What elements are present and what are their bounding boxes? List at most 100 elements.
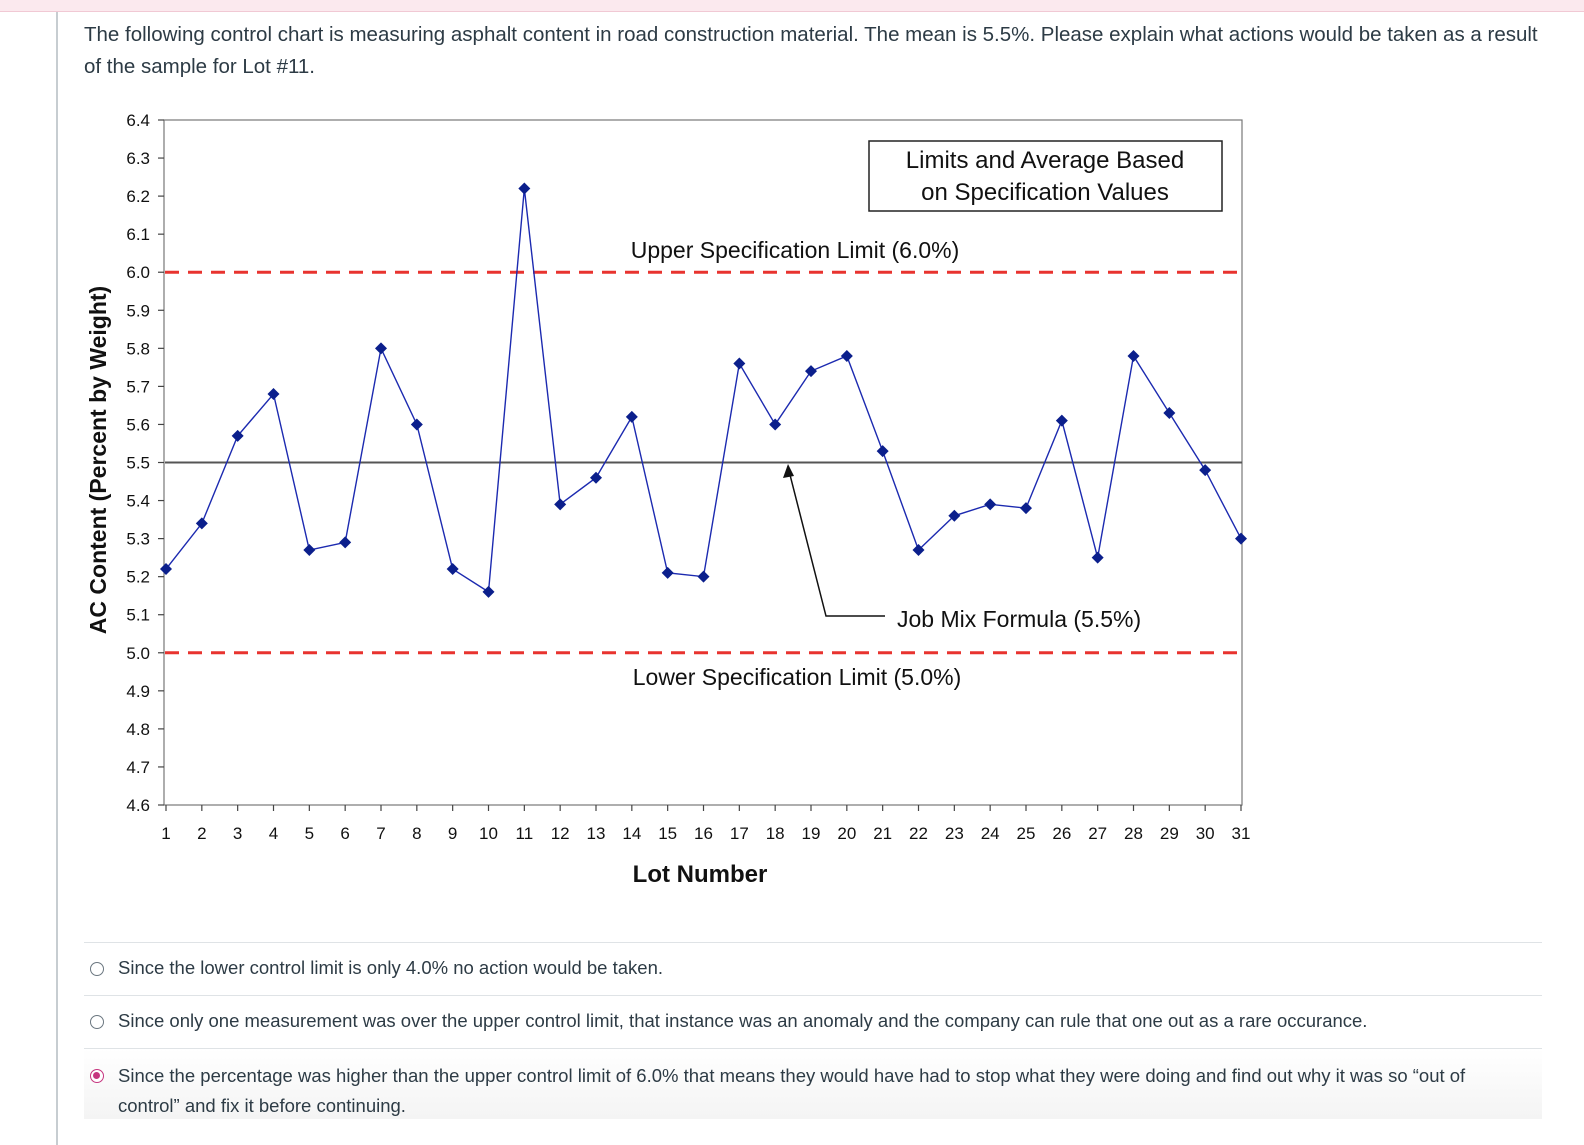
- y-tick-label: 4.8: [126, 720, 150, 739]
- y-tick-label: 5.1: [126, 606, 150, 625]
- x-tick-label: 1: [161, 824, 170, 843]
- data-point-lot-30: [1199, 464, 1212, 477]
- control-chart: 4.6 4.7 4.8 4.9 5.0 5.1 5.2 5.3 5.4 5.5 5.6 5.7 5.8 5…: [85, 111, 1250, 888]
- y-tick-label: 5.8: [126, 339, 150, 358]
- mean-callout-line: [787, 466, 885, 617]
- legend-line-1: Limits and Average Based: [906, 147, 1184, 174]
- x-tick-label: 10: [479, 824, 498, 843]
- y-tick-label: 5.9: [126, 301, 150, 320]
- data-point-lot-22: [912, 544, 925, 557]
- x-tick-label: 31: [1232, 824, 1251, 843]
- data-point-lot-10: [482, 585, 495, 598]
- mean-label: Job Mix Formula (5.5%): [897, 606, 1141, 632]
- x-tick-label: 2: [197, 824, 206, 843]
- data-point-lot-18: [769, 418, 782, 431]
- usl-label: Upper Specification Limit (6.0%): [631, 237, 960, 263]
- answer-option-3[interactable]: Since the percentage was higher than the…: [84, 1048, 1542, 1119]
- data-point-lot-26: [1055, 414, 1068, 427]
- x-axis-ticks: 1 2 3 4 5 6 7 8 9 10 11 12 13 14 15 16 17 18 19 20 21 22 23 24 2…: [161, 805, 1250, 843]
- y-axis-title: AC Content (Percent by Weight): [85, 286, 111, 634]
- x-axis-title: Lot Number: [633, 861, 768, 888]
- y-tick-label: 5.4: [126, 492, 150, 511]
- x-tick-label: 5: [305, 824, 314, 843]
- radio-button[interactable]: [90, 962, 104, 976]
- answer-option-1[interactable]: Since the lower control limit is only 4.…: [84, 942, 1542, 995]
- y-tick-label: 4.6: [126, 796, 150, 815]
- x-tick-label: 27: [1088, 824, 1107, 843]
- data-point-lot-16: [697, 570, 710, 583]
- x-tick-label: 25: [1017, 824, 1036, 843]
- y-tick-label: 5.7: [126, 377, 150, 396]
- y-tick-label: 6.2: [126, 187, 150, 206]
- y-tick-label: 6.1: [126, 225, 150, 244]
- question-text: The following control chart is measuring…: [84, 23, 1538, 78]
- answer-text: Since the percentage was higher than the…: [118, 1065, 1466, 1116]
- data-point-lot-25: [1020, 502, 1032, 515]
- data-point-lot-27: [1091, 551, 1104, 564]
- x-tick-label: 14: [622, 824, 641, 843]
- legend-box: [868, 140, 1223, 212]
- x-tick-label: 16: [694, 824, 713, 843]
- y-axis-ticks: 4.6 4.7 4.8 4.9 5.0 5.1 5.2 5.3 5.4 5.5 5.6 5.7 5.8 5…: [126, 111, 164, 815]
- data-point-lot-31: [1235, 532, 1247, 545]
- data-point-lot-4: [267, 388, 280, 400]
- x-tick-label: 19: [802, 824, 821, 843]
- x-tick-label: 20: [837, 824, 856, 843]
- x-tick-label: 15: [658, 824, 677, 843]
- x-tick-label: 28: [1124, 824, 1143, 843]
- y-tick-label: 6.4: [126, 111, 150, 130]
- x-tick-label: 11: [516, 824, 534, 843]
- y-tick-label: 6.0: [126, 263, 150, 282]
- data-point-lot-2: [195, 517, 208, 530]
- answer-list: Since the lower control limit is only 4.…: [84, 942, 1542, 1119]
- y-tick-label: 5.5: [126, 454, 150, 473]
- data-point-lot-24: [984, 498, 997, 511]
- answer-option-2[interactable]: Since only one measurement was over the …: [84, 995, 1542, 1048]
- answer-text: Since the lower control limit is only 4.…: [118, 957, 664, 978]
- x-tick-label: 12: [551, 824, 570, 843]
- data-point-lot-21: [876, 445, 889, 458]
- y-tick-label: 4.9: [126, 682, 150, 701]
- x-tick-label: 9: [448, 824, 457, 843]
- x-tick-label: 6: [340, 824, 349, 843]
- data-point-lot-6: [339, 536, 352, 549]
- radio-button[interactable]: [90, 1069, 104, 1083]
- data-point-lot-28: [1127, 349, 1140, 362]
- x-tick-label: 17: [730, 824, 749, 843]
- data-point-lot-5: [303, 544, 316, 557]
- data-point-lot-19: [805, 365, 817, 378]
- data-point-lot-3: [231, 429, 244, 442]
- data-point-lot-15: [661, 566, 674, 579]
- x-tick-label: 30: [1196, 824, 1215, 843]
- x-tick-label: 8: [412, 824, 421, 843]
- data-point-lot-20: [840, 349, 853, 362]
- mean-callout-arrowhead: [783, 464, 794, 478]
- data-point-lot-23: [948, 509, 961, 522]
- x-tick-label: 23: [945, 824, 964, 843]
- x-tick-label: 3: [233, 824, 242, 843]
- data-point-lot-11: [518, 182, 531, 195]
- left-border: [56, 12, 58, 1145]
- data-point-lot-17: [733, 357, 746, 370]
- y-tick-label: 5.6: [126, 415, 150, 434]
- series-points: [160, 182, 1247, 598]
- x-tick-label: 21: [873, 824, 892, 843]
- y-tick-label: 4.7: [126, 758, 150, 777]
- x-tick-label: 22: [909, 824, 928, 843]
- data-point-lot-1: [160, 563, 172, 576]
- data-point-lot-13: [590, 471, 602, 484]
- lsl-label: Lower Specification Limit (5.0%): [633, 664, 962, 690]
- y-tick-label: 6.3: [126, 149, 150, 168]
- data-point-lot-14: [625, 410, 638, 423]
- x-tick-label: 4: [269, 824, 278, 843]
- y-tick-label: 5.0: [126, 644, 150, 663]
- answer-text: Since only one measurement was over the …: [118, 1010, 1368, 1031]
- data-point-lot-8: [410, 418, 423, 431]
- data-point-lot-7: [375, 342, 387, 355]
- y-tick-label: 5.2: [126, 568, 150, 587]
- radio-button[interactable]: [90, 1015, 104, 1029]
- data-point-lot-12: [554, 498, 567, 511]
- x-tick-label: 24: [981, 824, 1000, 843]
- y-tick-label: 5.3: [126, 530, 150, 549]
- x-tick-label: 7: [376, 824, 385, 843]
